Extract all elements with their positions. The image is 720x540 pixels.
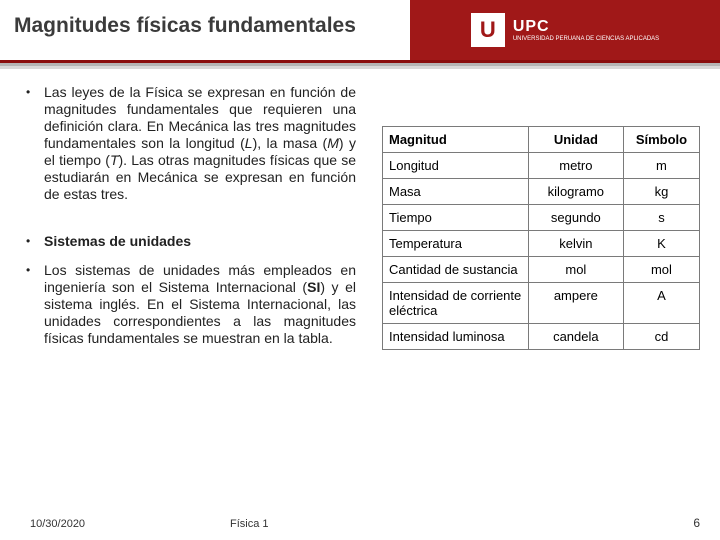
header: Magnitudes físicas fundamentales U UPC U…	[0, 0, 720, 60]
table-row: Masakilogramokg	[383, 179, 700, 205]
cell-simbolo: kg	[623, 179, 699, 205]
table-row: Intensidad de corriente eléctricaampereA	[383, 283, 700, 324]
bullet-icon: •	[26, 233, 44, 250]
table-row: TemperaturakelvinK	[383, 231, 700, 257]
cell-unidad: mol	[528, 257, 623, 283]
footer-date: 10/30/2020	[30, 518, 85, 530]
table-header-row: Magnitud Unidad Símbolo	[383, 127, 700, 153]
cell-magnitud: Cantidad de sustancia	[383, 257, 529, 283]
logo-band: U UPC UNIVERSIDAD PERUANA DE CIENCIAS AP…	[410, 0, 720, 60]
magnitudes-table: Magnitud Unidad Símbolo LongitudmetromMa…	[382, 126, 700, 350]
cell-magnitud: Masa	[383, 179, 529, 205]
cell-unidad: kelvin	[528, 231, 623, 257]
cell-magnitud: Intensidad luminosa	[383, 324, 529, 350]
footer-page: 6	[693, 516, 700, 530]
bullet-icon: •	[26, 262, 44, 347]
cell-unidad: segundo	[528, 205, 623, 231]
table-row: Longitudmetrom	[383, 153, 700, 179]
cell-simbolo: s	[623, 205, 699, 231]
cell-unidad: metro	[528, 153, 623, 179]
cell-unidad: candela	[528, 324, 623, 350]
upc-shield-icon: U	[471, 13, 505, 47]
table-row: Intensidad luminosacandelacd	[383, 324, 700, 350]
table-container: Magnitud Unidad Símbolo LongitudmetromMa…	[382, 126, 700, 350]
th-magnitud: Magnitud	[383, 127, 529, 153]
cell-magnitud: Tiempo	[383, 205, 529, 231]
divider	[0, 60, 720, 69]
cell-magnitud: Temperatura	[383, 231, 529, 257]
paragraph: Las leyes de la Física se expresan en fu…	[44, 84, 356, 203]
bullet-icon: •	[26, 84, 44, 203]
text-column: • Las leyes de la Física se expresan en …	[26, 84, 356, 359]
paragraph: Sistemas de unidades	[44, 233, 356, 250]
logo-text: UPC UNIVERSIDAD PERUANA DE CIENCIAS APLI…	[513, 18, 659, 42]
page-title: Magnitudes físicas fundamentales	[14, 14, 356, 38]
logo-main: UPC	[513, 18, 550, 35]
cell-magnitud: Intensidad de corriente eléctrica	[383, 283, 529, 324]
logo-sub: UNIVERSIDAD PERUANA DE CIENCIAS APLICADA…	[513, 36, 659, 42]
table-row: Cantidad de sustanciamolmol	[383, 257, 700, 283]
cell-magnitud: Longitud	[383, 153, 529, 179]
body: • Las leyes de la Física se expresan en …	[0, 84, 720, 524]
th-unidad: Unidad	[528, 127, 623, 153]
cell-simbolo: cd	[623, 324, 699, 350]
cell-unidad: ampere	[528, 283, 623, 324]
cell-simbolo: A	[623, 283, 699, 324]
cell-simbolo: m	[623, 153, 699, 179]
list-item: • Los sistemas de unidades más empleados…	[26, 262, 356, 347]
logo-letter: U	[480, 17, 496, 43]
cell-unidad: kilogramo	[528, 179, 623, 205]
cell-simbolo: mol	[623, 257, 699, 283]
th-simbolo: Símbolo	[623, 127, 699, 153]
rule-light	[0, 66, 720, 69]
footer-course: Física 1	[230, 518, 269, 530]
list-item: • Las leyes de la Física se expresan en …	[26, 84, 356, 203]
cell-simbolo: K	[623, 231, 699, 257]
list-item: • Sistemas de unidades	[26, 233, 356, 250]
table-row: Tiemposegundos	[383, 205, 700, 231]
table-body: LongitudmetromMasakilogramokgTiemposegun…	[383, 153, 700, 350]
paragraph: Los sistemas de unidades más empleados e…	[44, 262, 356, 347]
